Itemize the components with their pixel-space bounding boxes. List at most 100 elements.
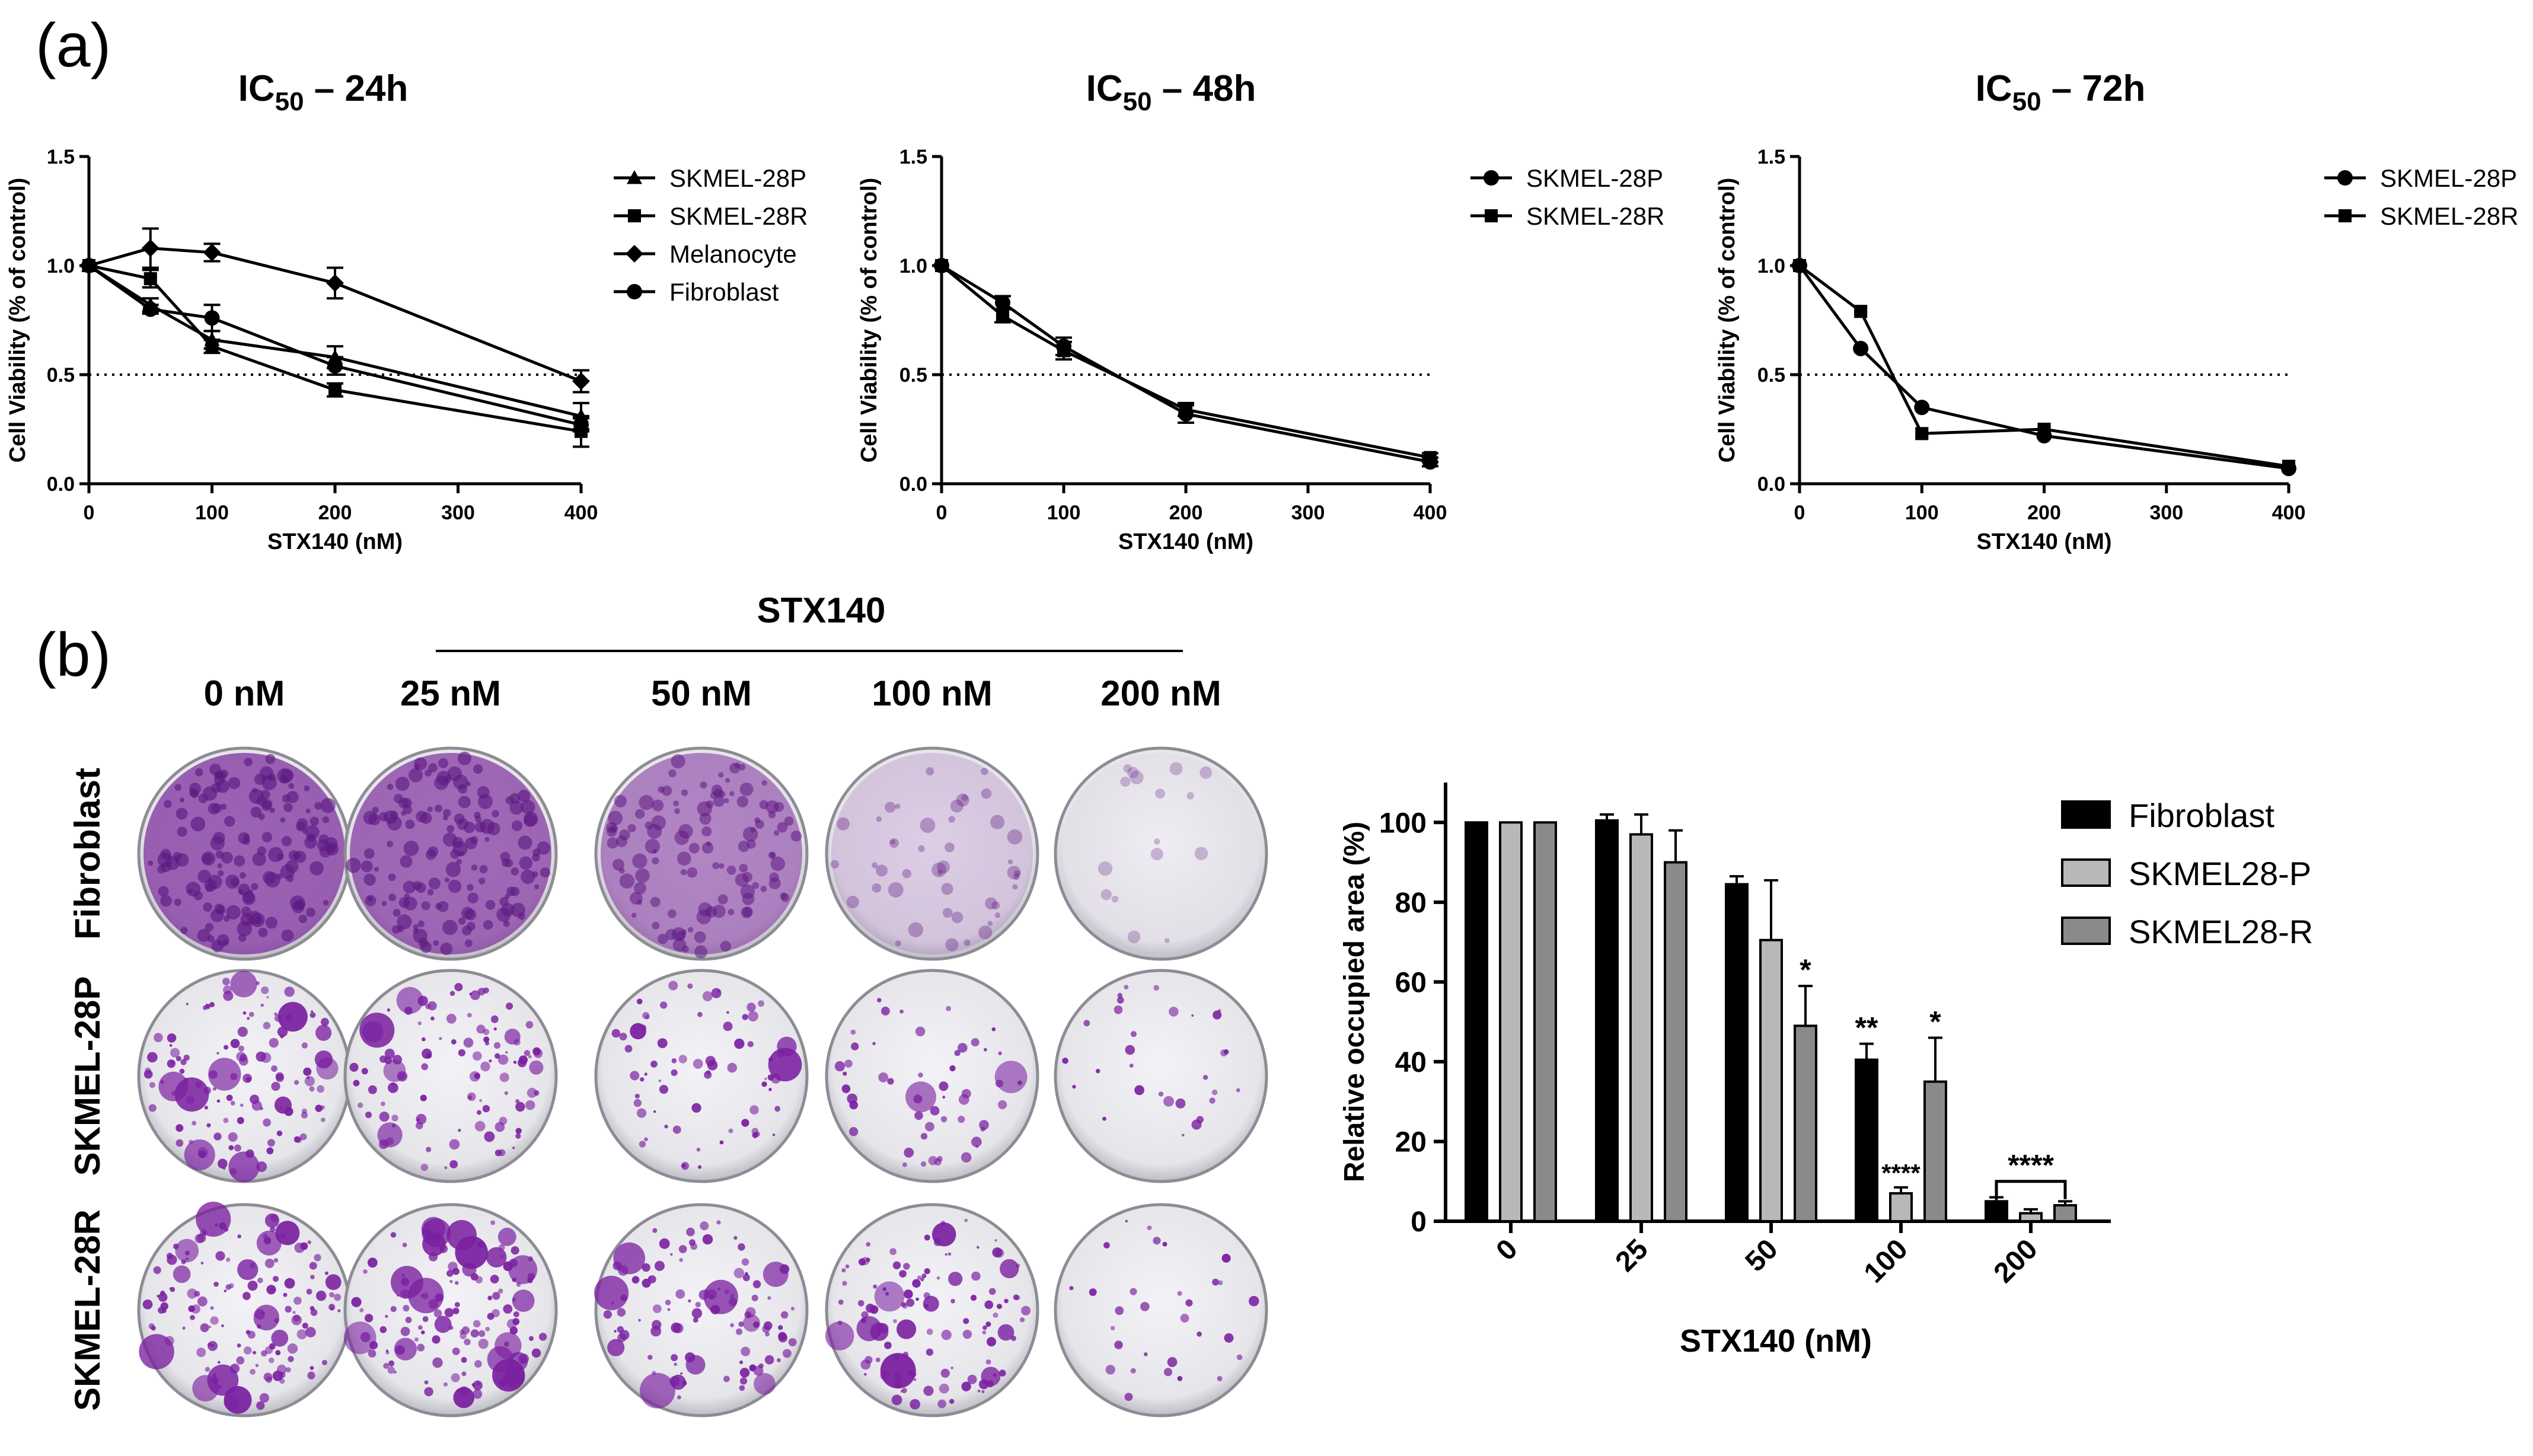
colony [451, 1039, 457, 1045]
stain-speck [500, 851, 511, 862]
colony [873, 1284, 878, 1289]
bar-y-tick-label: 100 [1379, 807, 1427, 839]
colony [1102, 1116, 1106, 1121]
colony [248, 1011, 254, 1017]
colony [878, 1072, 889, 1083]
colony [294, 1080, 299, 1085]
bar-y-tick-label: 0 [1411, 1206, 1427, 1238]
colony [997, 1324, 1015, 1341]
stain-speck [735, 873, 749, 887]
colony [463, 1037, 474, 1048]
colony [617, 1308, 626, 1317]
colony [1117, 992, 1123, 998]
colony [738, 1243, 745, 1251]
stain-speck [994, 912, 1001, 918]
stain-speck [774, 802, 784, 812]
y-tick-label: 1.0 [899, 255, 927, 277]
colony [379, 1326, 387, 1333]
colony [469, 992, 473, 995]
colony [212, 1373, 217, 1378]
colony [461, 1371, 467, 1377]
stain-speck [418, 937, 429, 948]
stain-speck [650, 896, 661, 907]
colony [527, 1087, 537, 1098]
y-tick-label: 0.0 [1757, 473, 1785, 496]
y-axis-label: Cell Viability (% of control) [1715, 178, 1740, 463]
stain-speck [220, 803, 227, 810]
colony [325, 1274, 342, 1291]
stain-speck [1098, 861, 1113, 876]
stain-speck [511, 867, 519, 876]
stain-speck [521, 869, 535, 885]
series-skmel-28r [934, 258, 1438, 464]
stain-speck [458, 851, 464, 857]
colony [994, 1061, 1028, 1093]
bar [1985, 1200, 2008, 1223]
x-tick-label: 100 [1047, 502, 1081, 524]
colony [428, 1001, 437, 1011]
stain-speck [421, 901, 430, 911]
colony [314, 1254, 321, 1262]
colony [891, 1394, 902, 1406]
stain-speck [483, 919, 493, 930]
stain-speck [720, 941, 731, 952]
colony [250, 1094, 260, 1104]
colony [716, 1220, 721, 1225]
colony [230, 1101, 235, 1106]
bar [1499, 821, 1523, 1222]
colony [904, 1289, 913, 1299]
colony [920, 1161, 927, 1167]
stain-speck [509, 793, 521, 804]
colony [247, 1330, 256, 1339]
colony [187, 1288, 197, 1299]
colony [1130, 1368, 1136, 1374]
colony [752, 1280, 761, 1288]
stain-speck [298, 914, 308, 924]
stain-speck [221, 851, 233, 864]
stain-speck [681, 945, 689, 953]
colony [1115, 1306, 1124, 1315]
colony [271, 1329, 289, 1347]
colony [263, 1118, 271, 1127]
colony [920, 1132, 928, 1140]
colony [768, 1057, 773, 1062]
colony [226, 1257, 231, 1262]
stain-speck [281, 929, 294, 942]
colony [1114, 1005, 1123, 1014]
stain-speck [393, 909, 401, 917]
colony [728, 1128, 733, 1133]
stain-speck [723, 798, 729, 803]
colony [157, 1295, 159, 1298]
colony [315, 1024, 332, 1041]
stain-speck [427, 889, 434, 896]
colony [200, 1262, 204, 1265]
colony [845, 1264, 850, 1269]
colony [988, 1288, 996, 1295]
legend-marker [1484, 170, 1499, 186]
legend-label: SKMEL-28R [2380, 202, 2518, 230]
colony [782, 1349, 792, 1358]
colony [167, 1254, 177, 1265]
colony [686, 1227, 695, 1237]
stain-speck [652, 799, 664, 812]
colony [910, 1371, 917, 1378]
stain-speck [445, 861, 461, 877]
x-tick-label: 0 [936, 502, 948, 524]
colony [636, 1108, 647, 1118]
stain-speck [388, 873, 396, 882]
stain-speck [446, 825, 455, 833]
colony [392, 1123, 395, 1128]
colony [746, 1002, 756, 1012]
stain-speck [435, 804, 443, 813]
colony [237, 1026, 248, 1037]
colony [706, 1289, 717, 1299]
legend-marker [627, 284, 642, 299]
colony [848, 1127, 859, 1136]
stain-speck [1013, 873, 1020, 880]
colony [842, 1281, 847, 1286]
stain-speck [464, 939, 473, 947]
colony [652, 1228, 658, 1233]
stain-speck [658, 933, 668, 944]
colony [264, 1259, 275, 1268]
colony [221, 1324, 224, 1327]
